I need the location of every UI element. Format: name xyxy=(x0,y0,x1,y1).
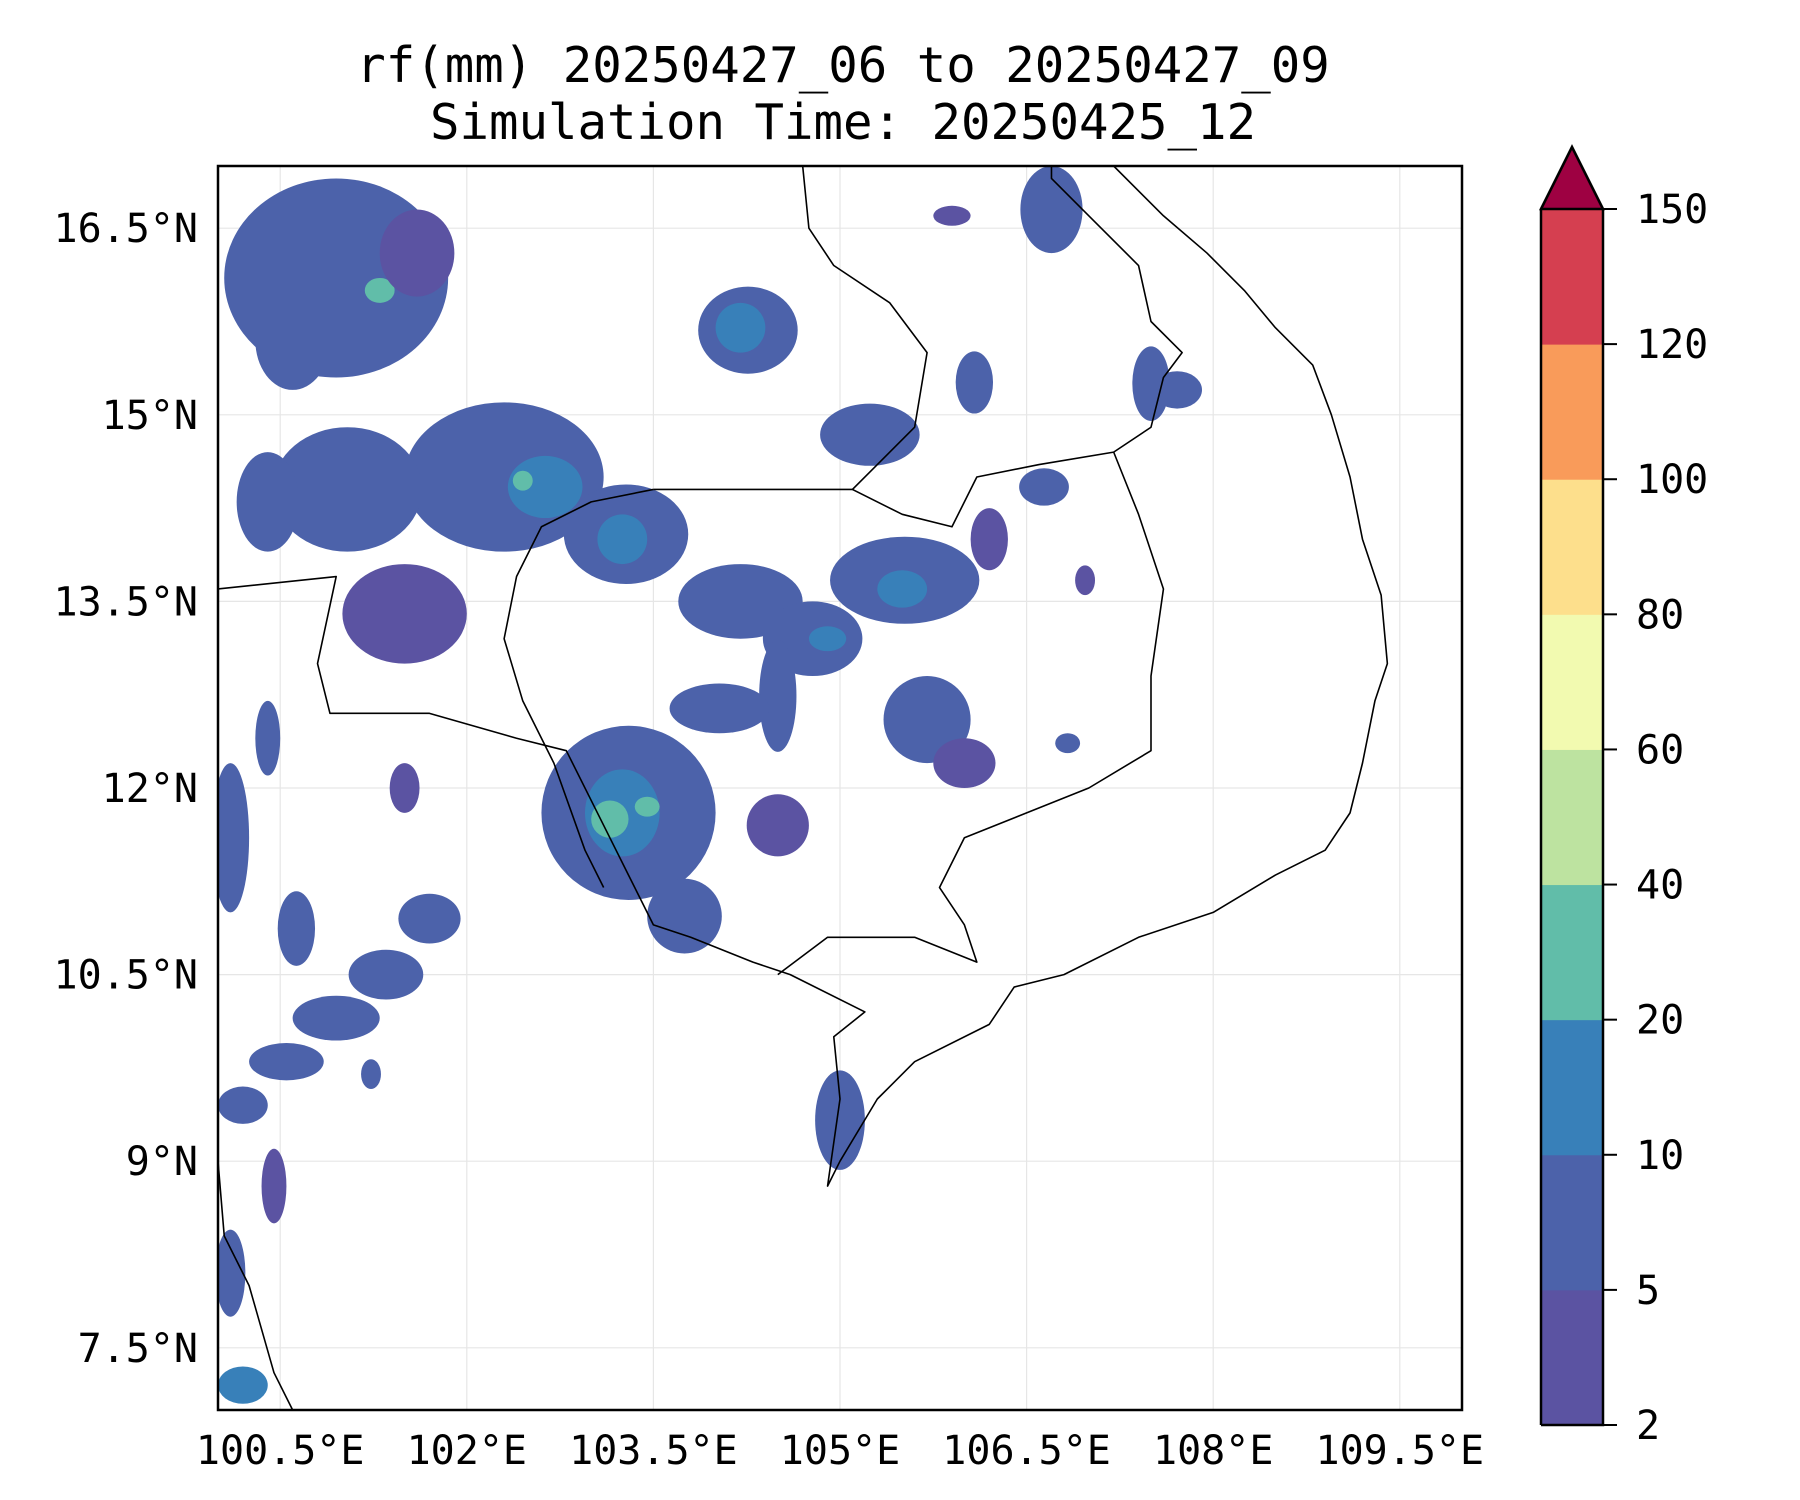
colorbar-bin xyxy=(1541,209,1603,345)
x-tick-label: 103.5°E xyxy=(569,1428,738,1474)
rain-cell xyxy=(261,1148,287,1224)
chart-title-line-2: Simulation Time: 20250425_12 xyxy=(430,94,1256,151)
rain-cell xyxy=(634,796,660,817)
colorbar-tick-label: 40 xyxy=(1636,863,1684,909)
y-tick-label: 16.5°N xyxy=(54,206,199,252)
rain-cell xyxy=(1019,468,1069,506)
x-tick-label: 100.5°E xyxy=(196,1428,365,1474)
colorbar-tick-label: 2 xyxy=(1636,1403,1660,1449)
colorbar-tick-label: 5 xyxy=(1636,1268,1660,1314)
colorbar-tick-label: 150 xyxy=(1636,187,1708,233)
x-axis: 100.5°E 102°E 103.5°E 105°E 106.5°E 108°E 109.… xyxy=(196,1428,1484,1474)
x-tick-label: 102°E xyxy=(407,1428,527,1474)
rain-cell xyxy=(277,891,316,966)
colorbar-tick-label: 100 xyxy=(1636,457,1708,503)
x-tick-label: 109.5°E xyxy=(1316,1428,1485,1474)
rain-cell xyxy=(218,763,250,913)
rain-cell xyxy=(361,1059,381,1090)
rain-cell xyxy=(218,1229,246,1317)
rain-cell xyxy=(272,427,423,552)
rain-cell xyxy=(389,763,420,813)
y-tick-label: 7.5°N xyxy=(78,1326,198,1372)
rain-cell xyxy=(746,794,809,857)
colorbar-bin xyxy=(1541,884,1603,1021)
rain-cell xyxy=(292,995,380,1041)
rain-cell xyxy=(883,676,971,764)
rain-cell xyxy=(255,700,281,776)
colorbar-tick-label: 80 xyxy=(1636,592,1684,638)
rain-cell xyxy=(255,290,330,390)
rain-cell xyxy=(933,205,971,226)
rain-cell xyxy=(379,209,455,297)
coastline xyxy=(218,1161,294,1410)
rain-cell xyxy=(512,470,533,491)
rain-cell xyxy=(759,639,797,752)
rain-cell xyxy=(597,514,648,565)
y-tick-label: 9°N xyxy=(126,1139,198,1185)
rain-cell xyxy=(218,1086,268,1124)
rain-cell xyxy=(647,878,722,954)
rain-cell xyxy=(815,1070,865,1170)
colorbar-tick-label: 120 xyxy=(1636,322,1708,368)
colorbar-bin xyxy=(1541,1019,1603,1156)
coastline xyxy=(777,451,1165,976)
coastline xyxy=(503,488,654,888)
rain-cell xyxy=(877,570,928,608)
plot-frame xyxy=(216,164,1464,1412)
colorbar-bin xyxy=(1541,1154,1603,1291)
rain-cell xyxy=(1020,166,1083,254)
y-tick-label: 12°N xyxy=(102,766,198,812)
rain-cell xyxy=(507,455,583,519)
rain-cell xyxy=(236,452,299,552)
rain-cell xyxy=(1055,733,1081,754)
colorbar-tick-label: 20 xyxy=(1636,998,1684,1044)
rain-cell xyxy=(715,302,766,353)
x-tick-label: 108°E xyxy=(1153,1428,1273,1474)
colorbar-extend-arrow xyxy=(1538,144,1606,211)
colorbar-bin xyxy=(1541,479,1603,615)
rain-cell xyxy=(348,949,424,1000)
rain-cell xyxy=(218,1366,268,1404)
x-tick-label: 105°E xyxy=(780,1428,900,1474)
colorbar-bin xyxy=(1541,1289,1603,1426)
colorbar-tick-label: 60 xyxy=(1636,727,1684,773)
rainfall-contours xyxy=(218,166,1203,1404)
colorbar-tick-label: 10 xyxy=(1636,1133,1684,1179)
rain-cell xyxy=(1075,565,1096,596)
rain-cell xyxy=(1152,371,1203,409)
coastline xyxy=(801,166,1183,528)
y-tick-label: 10.5°N xyxy=(54,953,199,999)
rain-cell xyxy=(820,403,920,466)
rain-cell xyxy=(669,683,770,734)
colorbar-bin xyxy=(1541,749,1603,886)
coastlines-borders xyxy=(218,166,1389,1410)
rain-cell xyxy=(249,1043,324,1081)
rain-cell xyxy=(955,351,994,414)
chart-title-line-1: rf(mm) 20250427_06 to 20250427_09 xyxy=(356,37,1330,94)
colorbar-bin xyxy=(1541,344,1603,480)
rain-cell xyxy=(808,626,847,652)
x-tick-label: 106.5°E xyxy=(942,1428,1111,1474)
y-tick-label: 13.5°N xyxy=(54,579,199,625)
rain-cell xyxy=(970,508,1008,571)
rain-cell xyxy=(933,738,996,788)
coastline xyxy=(218,166,1389,1187)
colorbar-outline xyxy=(1539,144,1605,1427)
y-tick-label: 15°N xyxy=(102,393,198,439)
rain-cell xyxy=(398,893,461,944)
rain-cell xyxy=(342,564,467,664)
y-axis: 16.5°N 15°N 13.5°N 12°N 10.5°N 9°N 7.5°N xyxy=(54,206,199,1372)
colorbar: 2 5 10 20 40 60 80 100 120 150 xyxy=(1538,144,1708,1449)
colorbar-bin xyxy=(1541,614,1603,750)
rain-cell xyxy=(591,800,629,838)
rain-cell xyxy=(364,277,395,303)
